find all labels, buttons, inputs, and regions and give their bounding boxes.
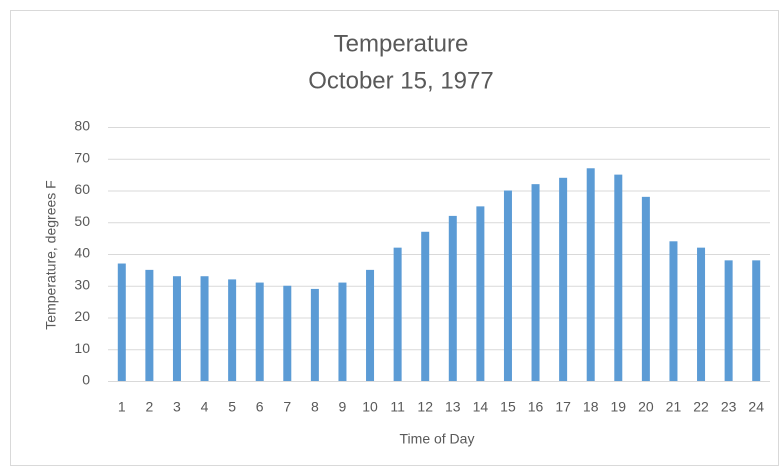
- x-tick-label: 22: [693, 399, 709, 415]
- chart-subtitle: October 15, 1977: [308, 67, 493, 94]
- x-tick-label: 18: [583, 399, 599, 415]
- bar: [393, 247, 402, 381]
- bar: [338, 282, 347, 381]
- y-tick-label: 20: [74, 308, 90, 324]
- x-tick-label: 12: [417, 399, 433, 415]
- y-tick-label: 10: [74, 340, 90, 356]
- y-tick-label: 50: [74, 213, 90, 229]
- bar: [503, 190, 512, 381]
- x-tick-label: 7: [283, 399, 291, 415]
- bar: [255, 282, 264, 381]
- bar: [228, 279, 237, 381]
- bar: [724, 260, 733, 381]
- bar: [172, 276, 181, 381]
- bar: [366, 269, 375, 381]
- x-tick-label: 1: [118, 399, 126, 415]
- x-tick-label: 23: [721, 399, 737, 415]
- y-tick-label: 40: [74, 245, 90, 261]
- x-tick-label: 8: [311, 399, 319, 415]
- bar: [531, 184, 540, 381]
- y-tick-label: 80: [74, 118, 90, 134]
- x-tick-label: 6: [256, 399, 264, 415]
- x-tick-label: 13: [445, 399, 461, 415]
- x-tick-label: 24: [748, 399, 764, 415]
- bar: [614, 174, 623, 381]
- x-tick-label: 10: [362, 399, 378, 415]
- bar: [476, 206, 485, 381]
- x-tick-label: 5: [228, 399, 236, 415]
- x-tick-label: 20: [638, 399, 654, 415]
- bar: [586, 168, 595, 381]
- x-tick-label: 2: [145, 399, 153, 415]
- x-tick-label: 14: [473, 399, 489, 415]
- chart-border: [10, 10, 779, 466]
- y-tick-label: 70: [74, 149, 90, 165]
- bar: [200, 276, 209, 381]
- bar: [559, 177, 568, 381]
- x-tick-label: 3: [173, 399, 181, 415]
- bar: [697, 247, 706, 381]
- y-tick-label: 30: [74, 276, 90, 292]
- bar: [669, 241, 678, 381]
- y-tick-label: 0: [82, 372, 90, 388]
- x-tick-label: 21: [666, 399, 682, 415]
- bar: [752, 260, 761, 381]
- y-tick-label: 60: [74, 181, 90, 197]
- bar: [117, 263, 126, 381]
- x-tick-label: 4: [201, 399, 209, 415]
- bar: [448, 215, 457, 381]
- x-axis-label: Time of Day: [400, 431, 475, 447]
- bar: [641, 196, 650, 381]
- bar: [145, 269, 154, 381]
- x-tick-label: 17: [555, 399, 571, 415]
- x-tick-label: 15: [500, 399, 516, 415]
- x-tick-label: 19: [611, 399, 627, 415]
- y-axis-label: Temperature, degrees F: [43, 180, 59, 329]
- x-tick-label: 16: [528, 399, 544, 415]
- x-tick-label: 9: [339, 399, 347, 415]
- bar: [283, 285, 292, 381]
- bar: [310, 288, 319, 381]
- bar: [421, 231, 430, 381]
- chart-title: Temperature: [334, 30, 469, 57]
- x-tick-label: 11: [390, 399, 405, 415]
